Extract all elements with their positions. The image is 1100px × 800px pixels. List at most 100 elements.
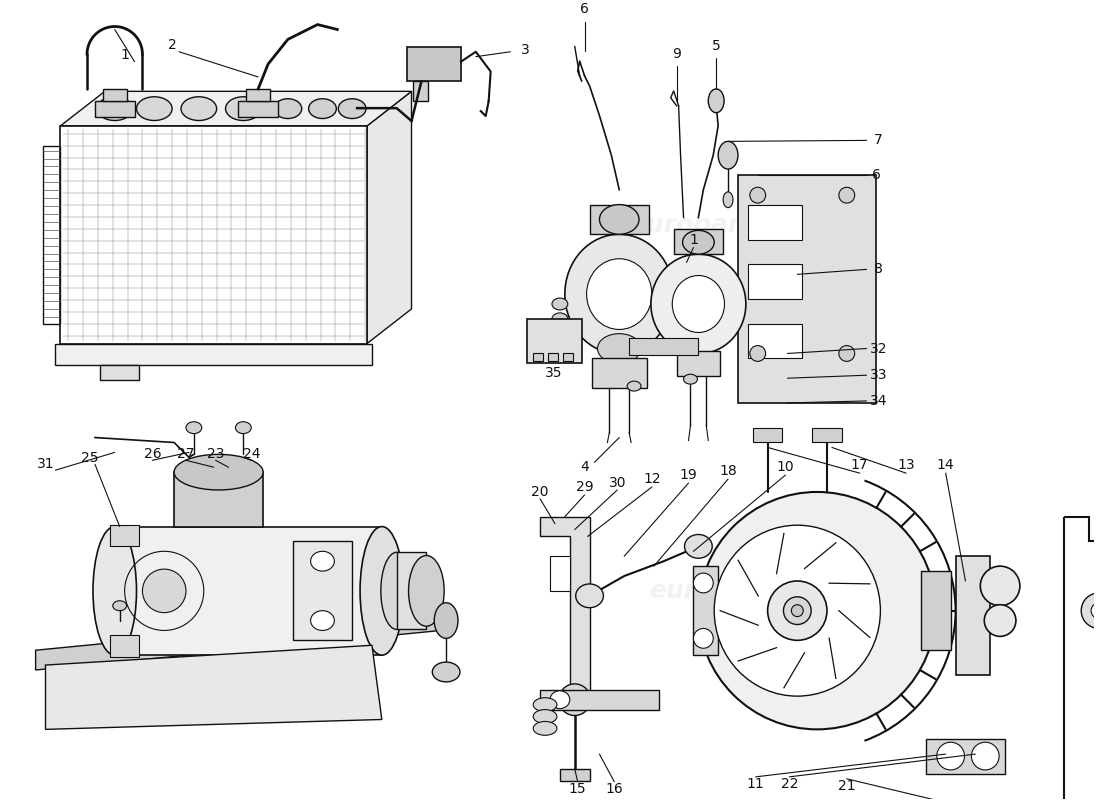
Ellipse shape bbox=[684, 534, 712, 558]
Text: 33: 33 bbox=[870, 368, 888, 382]
Polygon shape bbox=[367, 91, 411, 343]
Bar bbox=[673, 230, 723, 254]
Bar bbox=[590, 205, 649, 234]
Bar bbox=[548, 354, 558, 362]
Ellipse shape bbox=[627, 381, 641, 391]
Text: 2: 2 bbox=[167, 38, 176, 52]
Text: 32: 32 bbox=[870, 342, 888, 355]
Bar bbox=[676, 351, 720, 376]
Ellipse shape bbox=[552, 313, 568, 325]
Ellipse shape bbox=[274, 98, 301, 118]
Text: 31: 31 bbox=[36, 458, 54, 471]
Bar bbox=[174, 472, 263, 526]
Bar bbox=[239, 101, 278, 117]
Bar bbox=[55, 343, 372, 366]
Ellipse shape bbox=[586, 258, 652, 330]
Ellipse shape bbox=[750, 346, 766, 362]
Bar bbox=[748, 205, 802, 240]
Bar bbox=[407, 47, 461, 82]
Text: 27: 27 bbox=[177, 447, 195, 462]
Ellipse shape bbox=[136, 97, 172, 121]
Polygon shape bbox=[35, 610, 441, 670]
Text: 4: 4 bbox=[580, 460, 588, 474]
Bar bbox=[926, 739, 1005, 774]
Bar bbox=[293, 542, 352, 640]
Bar bbox=[752, 428, 782, 442]
Ellipse shape bbox=[566, 692, 583, 708]
Ellipse shape bbox=[693, 573, 713, 593]
Ellipse shape bbox=[94, 526, 136, 655]
Text: 34: 34 bbox=[870, 394, 888, 408]
Ellipse shape bbox=[683, 230, 714, 254]
Bar bbox=[95, 101, 134, 117]
Text: 23: 23 bbox=[207, 447, 224, 462]
Ellipse shape bbox=[839, 187, 855, 203]
Ellipse shape bbox=[174, 454, 263, 490]
Bar bbox=[397, 552, 427, 630]
Ellipse shape bbox=[750, 187, 766, 203]
Bar bbox=[560, 769, 590, 781]
Polygon shape bbox=[693, 566, 718, 655]
Text: 29: 29 bbox=[575, 480, 593, 494]
Ellipse shape bbox=[1091, 602, 1100, 618]
Bar bbox=[414, 82, 428, 102]
Ellipse shape bbox=[564, 234, 673, 354]
Ellipse shape bbox=[693, 629, 713, 648]
Text: 21: 21 bbox=[838, 778, 856, 793]
Ellipse shape bbox=[718, 142, 738, 169]
Ellipse shape bbox=[434, 602, 458, 638]
Polygon shape bbox=[45, 646, 382, 730]
Text: 1: 1 bbox=[689, 233, 697, 246]
Bar bbox=[246, 89, 271, 101]
Text: 25: 25 bbox=[81, 451, 99, 466]
Ellipse shape bbox=[534, 722, 557, 735]
Ellipse shape bbox=[310, 551, 334, 571]
Ellipse shape bbox=[142, 569, 186, 613]
Ellipse shape bbox=[186, 422, 201, 434]
Text: 20: 20 bbox=[531, 485, 549, 499]
Text: 7: 7 bbox=[874, 134, 883, 147]
Text: 16: 16 bbox=[605, 782, 624, 796]
Ellipse shape bbox=[1081, 593, 1100, 629]
Bar bbox=[103, 89, 127, 101]
Text: 8: 8 bbox=[874, 262, 883, 276]
Ellipse shape bbox=[600, 205, 639, 234]
Bar bbox=[592, 358, 647, 388]
Text: 15: 15 bbox=[569, 782, 586, 796]
Ellipse shape bbox=[768, 581, 827, 640]
Text: 22: 22 bbox=[781, 777, 799, 790]
Bar bbox=[748, 324, 802, 358]
Ellipse shape bbox=[597, 334, 641, 363]
Ellipse shape bbox=[550, 690, 570, 709]
Text: 26: 26 bbox=[143, 447, 161, 462]
Text: europarts: europarts bbox=[649, 579, 788, 603]
Text: 6: 6 bbox=[580, 2, 590, 16]
Ellipse shape bbox=[339, 98, 366, 118]
Text: 30: 30 bbox=[608, 476, 626, 490]
Ellipse shape bbox=[170, 687, 198, 722]
Bar bbox=[550, 556, 570, 591]
Ellipse shape bbox=[708, 89, 724, 113]
Ellipse shape bbox=[683, 374, 697, 384]
Text: 11: 11 bbox=[747, 777, 764, 790]
Ellipse shape bbox=[971, 742, 999, 770]
Ellipse shape bbox=[651, 254, 746, 354]
Bar bbox=[527, 319, 582, 363]
Ellipse shape bbox=[97, 97, 132, 121]
Text: 12: 12 bbox=[644, 472, 661, 486]
Polygon shape bbox=[60, 91, 411, 126]
Ellipse shape bbox=[552, 298, 568, 310]
Ellipse shape bbox=[839, 346, 855, 362]
Text: 18: 18 bbox=[719, 464, 737, 478]
Bar bbox=[100, 366, 140, 380]
Ellipse shape bbox=[182, 97, 217, 121]
Ellipse shape bbox=[984, 605, 1016, 636]
Ellipse shape bbox=[226, 97, 261, 121]
Polygon shape bbox=[540, 517, 590, 694]
Ellipse shape bbox=[791, 605, 803, 617]
Ellipse shape bbox=[534, 710, 557, 723]
Ellipse shape bbox=[559, 684, 591, 715]
Ellipse shape bbox=[432, 662, 460, 682]
Ellipse shape bbox=[534, 698, 557, 711]
Polygon shape bbox=[921, 571, 950, 650]
